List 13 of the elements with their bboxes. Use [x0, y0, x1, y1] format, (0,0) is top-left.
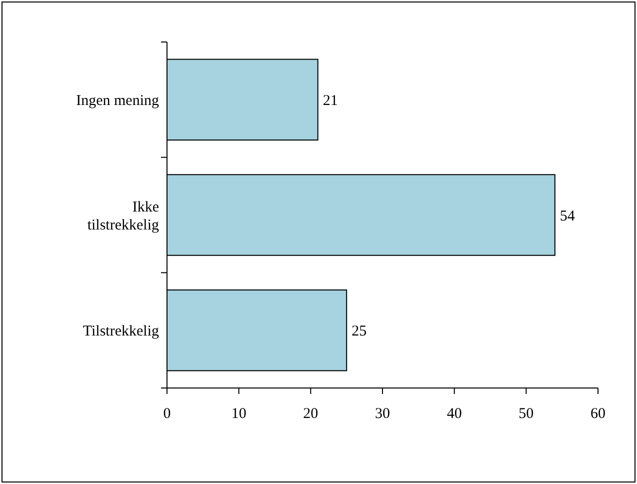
x-tick-label: 60: [590, 406, 606, 422]
y-tick-label: Tilstrekkelig: [82, 324, 160, 340]
x-tick-label: 0: [163, 406, 171, 422]
data-label: 21: [322, 92, 338, 109]
y-tick-label: Ikke tilstrekkelig: [87, 199, 160, 234]
data-label: 25: [352, 324, 367, 340]
x-tick-label: 40: [446, 406, 462, 422]
x-tick-label: 30: [375, 406, 390, 422]
x-tick-label: 50: [518, 406, 534, 422]
x-tick-label: 10: [231, 406, 246, 422]
y-tick-label: Ingen mening: [76, 92, 160, 109]
x-tick-label: 20: [303, 406, 318, 422]
data-label: 54: [560, 208, 576, 224]
